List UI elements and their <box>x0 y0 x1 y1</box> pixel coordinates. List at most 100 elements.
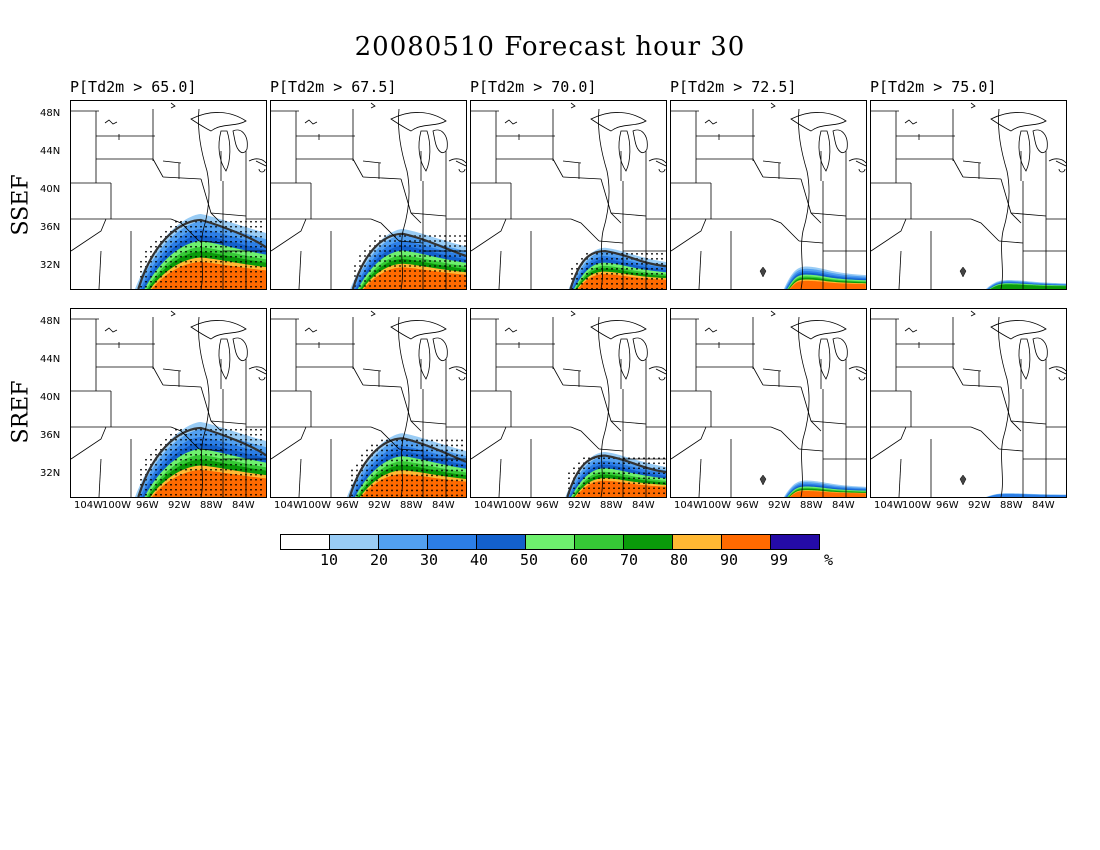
ensemble-contour <box>137 218 266 289</box>
figure-title: 20080510 Forecast hour 30 <box>354 32 746 62</box>
lon-tick-label: 84W <box>632 500 655 511</box>
lon-tick-label: 88W <box>800 500 823 511</box>
probability-contour-fill <box>363 267 466 289</box>
probability-contour-fill <box>577 274 666 289</box>
lat-tick-label: 44N <box>40 354 61 365</box>
colorbar-label: 30 <box>420 551 439 569</box>
colorbar-label: 90 <box>720 551 739 569</box>
map-svg <box>71 310 266 497</box>
probability-contour-fill <box>990 284 1066 289</box>
panel-title-3: P[Td2m > 72.5] <box>670 78 797 96</box>
map-svg <box>271 102 466 289</box>
lon-tick-label: 100W <box>502 500 531 511</box>
colorbar-swatch <box>427 534 477 550</box>
map-panel-ssef-3 <box>670 100 867 290</box>
ensemble-contour <box>137 426 266 497</box>
lon-tick-label: 88W <box>400 500 423 511</box>
lon-tick-label: 84W <box>1032 500 1055 511</box>
probability-contour-fill <box>789 491 866 497</box>
lon-tick-label: 100W <box>902 500 931 511</box>
lon-tick-label: 92W <box>768 500 791 511</box>
lon-tick-label: 88W <box>1000 500 1023 511</box>
lon-tick-label: 84W <box>232 500 255 511</box>
lon-tick-label: 96W <box>936 500 959 511</box>
lat-tick-label: 40N <box>40 392 61 403</box>
colorbar-label: 50 <box>520 551 539 569</box>
map-panel-ssef-1 <box>270 100 467 290</box>
map-svg <box>871 102 1066 289</box>
ensemble-contour <box>351 232 466 289</box>
lon-tick-label: 100W <box>302 500 331 511</box>
colorbar-swatch <box>770 534 820 550</box>
lon-tick-label: 92W <box>568 500 591 511</box>
lon-tick-label: 100W <box>702 500 731 511</box>
lon-tick-label: 104W <box>674 500 703 511</box>
map-panel-sref-3 <box>670 308 867 498</box>
colorbar-label: 80 <box>670 551 689 569</box>
panel-title-1: P[Td2m > 67.5] <box>270 78 397 96</box>
lon-tick-label: 96W <box>136 500 159 511</box>
colorbar-label: % <box>824 551 834 569</box>
lat-tick-label: 48N <box>40 316 61 327</box>
colorbar-label: 70 <box>620 551 639 569</box>
lon-tick-label: 104W <box>474 500 503 511</box>
lon-tick-label: 104W <box>74 500 103 511</box>
colorbar <box>280 534 830 550</box>
colorbar-label: 60 <box>570 551 589 569</box>
lon-tick-label: 92W <box>968 500 991 511</box>
map-svg <box>471 102 666 289</box>
lat-tick-label: 44N <box>40 146 61 157</box>
lon-tick-label: 96W <box>336 500 359 511</box>
colorbar-swatch <box>476 534 526 550</box>
map-svg <box>871 310 1066 497</box>
map-panel-sref-0 <box>70 308 267 498</box>
colorbar-swatch <box>623 534 673 550</box>
colorbar-label: 99 <box>770 551 789 569</box>
map-panel-ssef-4 <box>870 100 1067 290</box>
colorbar-swatch <box>672 534 722 550</box>
lon-tick-label: 104W <box>874 500 903 511</box>
lon-tick-label: 84W <box>432 500 455 511</box>
map-svg <box>71 102 266 289</box>
map-panel-sref-1 <box>270 308 467 498</box>
colorbar-swatch <box>574 534 624 550</box>
row-label-ssef: SSEF <box>8 174 34 236</box>
lon-tick-label: 84W <box>832 500 855 511</box>
lat-tick-label: 48N <box>40 108 61 119</box>
lon-tick-label: 96W <box>736 500 759 511</box>
lon-tick-label: 88W <box>600 500 623 511</box>
map-panel-ssef-0 <box>70 100 267 290</box>
colorbar-label: 10 <box>320 551 339 569</box>
lon-tick-label: 96W <box>536 500 559 511</box>
colorbar-swatch <box>721 534 771 550</box>
lat-tick-label: 32N <box>40 260 61 271</box>
map-panel-ssef-2 <box>470 100 667 290</box>
lat-tick-label: 40N <box>40 184 61 195</box>
panel-title-4: P[Td2m > 75.0] <box>870 78 997 96</box>
colorbar-swatch <box>329 534 379 550</box>
lat-tick-label: 36N <box>40 430 61 441</box>
lon-tick-label: 92W <box>368 500 391 511</box>
colorbar-swatch <box>525 534 575 550</box>
colorbar-swatch <box>280 534 330 550</box>
lon-tick-label: 88W <box>200 500 223 511</box>
map-panel-sref-4 <box>870 308 1067 498</box>
map-panel-sref-2 <box>470 308 667 498</box>
lat-tick-label: 36N <box>40 222 61 233</box>
colorbar-label: 40 <box>470 551 489 569</box>
lon-tick-label: 104W <box>274 500 303 511</box>
colorbar-label: 20 <box>370 551 389 569</box>
row-label-sref: SREF <box>8 380 34 444</box>
lon-tick-label: 100W <box>102 500 131 511</box>
panel-title-0: P[Td2m > 65.0] <box>70 78 197 96</box>
map-svg <box>671 102 866 289</box>
colorbar-swatch <box>378 534 428 550</box>
lon-tick-label: 92W <box>168 500 191 511</box>
panel-title-2: P[Td2m > 70.0] <box>470 78 597 96</box>
map-svg <box>271 310 466 497</box>
map-svg <box>671 310 866 497</box>
lat-tick-label: 32N <box>40 468 61 479</box>
probability-contour-fill <box>789 280 866 289</box>
map-svg <box>471 310 666 497</box>
probability-contour-fill <box>987 494 1066 497</box>
